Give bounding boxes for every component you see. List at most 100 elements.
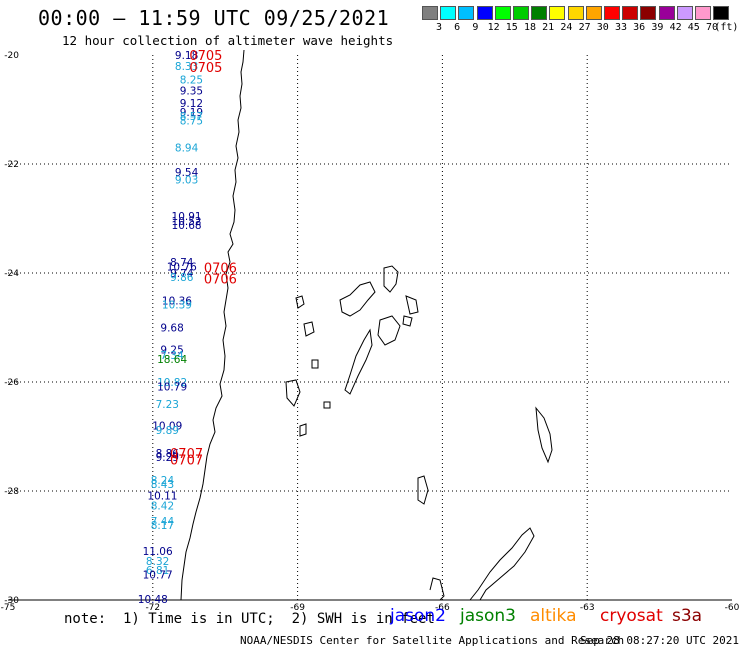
lon-tick-label: -75	[1, 603, 16, 613]
coastline-lake-3	[377, 315, 401, 346]
pass-time-label: 0707	[170, 453, 203, 468]
coastline-lake-9	[402, 315, 413, 327]
pass-time-label: 0705	[189, 61, 222, 76]
wave-height-label: 9.68	[160, 323, 183, 335]
wave-height-label: 10.09	[152, 421, 182, 433]
legend-swatch	[585, 6, 602, 20]
wave-height-label: 9.54	[175, 167, 199, 179]
coastline-lake-8	[405, 295, 419, 315]
coastline-lake-1	[339, 281, 376, 317]
legend-swatch	[640, 6, 657, 20]
satellite-name: s3a	[672, 606, 703, 626]
lat-tick-label: -30	[4, 596, 19, 606]
legend-label: 18	[523, 22, 537, 33]
pass-time-label: 0706	[204, 272, 237, 287]
wave-height-label: 8.24	[151, 475, 175, 487]
legend-swatch	[622, 6, 639, 20]
wave-height-label: 9.86	[170, 272, 194, 284]
legend-label: 36	[633, 22, 646, 33]
legend-swatch	[531, 6, 548, 20]
wave-height-label: 10.11	[147, 490, 177, 502]
lon-tick-label: -66	[435, 603, 450, 613]
wave-height-label: 9.89	[156, 425, 179, 437]
legend-swatch	[695, 6, 711, 20]
wave-height-label: 9.12	[180, 98, 203, 110]
legend-label: 33	[614, 22, 628, 33]
legend-label: 3	[435, 22, 443, 33]
legend-swatch	[494, 6, 511, 20]
pass-time-label: 0706	[204, 262, 237, 277]
coastline-lake-13	[311, 359, 319, 369]
wave-height-label: 8.33	[175, 61, 198, 73]
legend-label: 12	[487, 22, 500, 33]
lat-tick-label: -28	[4, 487, 19, 497]
legend-swatch	[658, 6, 675, 20]
legend-label: 15	[505, 22, 518, 33]
wave-height-labels: 9.188.33 8.259.359.129.198.578.75 8.94 9.54…	[138, 50, 203, 606]
lat-tick-label: -24	[4, 269, 19, 279]
wave-height-label: 9.03	[175, 174, 198, 186]
wave-height-label: 8.42	[151, 501, 174, 513]
lat-tick-label: -22	[4, 160, 19, 170]
page-title: 00:00 – 11:59 UTC 09/25/2021	[38, 6, 390, 30]
coastline-lake-2	[383, 265, 399, 293]
legend-label: 24	[560, 22, 573, 33]
legend-swatch	[422, 6, 438, 20]
wave-height-label: 9.29	[156, 452, 179, 464]
legend-label: 39	[651, 22, 664, 33]
coastline-interior-lake	[469, 527, 535, 601]
wave-height-label: 9.19	[180, 107, 203, 119]
legend-label: 9	[472, 22, 479, 33]
lat-tick-label: -20	[4, 51, 19, 61]
legend-swatch	[458, 6, 475, 20]
lon-tick-label: -63	[580, 603, 595, 613]
satellite-name: jason3	[460, 606, 516, 626]
credit-line: NOAA/NESDIS Center for Satellite Applica…	[240, 634, 625, 647]
lon-tick-label: -69	[290, 603, 305, 613]
wave-height-label: 10.91	[172, 211, 202, 223]
wave-height-label: 10.79	[157, 381, 187, 393]
wave-height-label: 8.74	[170, 257, 194, 269]
legend-label: 30	[596, 22, 609, 33]
legend-swatch	[476, 6, 493, 20]
wave-height-label: 9.25	[160, 344, 183, 356]
pass-time-label: 0705	[189, 49, 222, 64]
coastline-lake-6	[303, 321, 315, 337]
coastline-lake-14	[323, 401, 331, 409]
wave-height-label: 8.94	[175, 143, 199, 155]
wave-height-label: 8.32	[146, 556, 169, 568]
lon-tick-label: -72	[145, 603, 160, 613]
legend-label: 27	[578, 22, 591, 33]
wave-height-label: 10.36	[162, 295, 192, 307]
wave-height-label: 10.82	[157, 377, 187, 389]
wave-height-label: 10.39	[162, 300, 192, 312]
generated-timestamp: Sep 28 08:27:20 UTC 2021	[580, 634, 739, 647]
legend-swatch	[676, 6, 693, 20]
wave-height-label: 10.68	[172, 220, 202, 232]
footer-note: note: 1) Time is in UTC; 2) SWH is in fe…	[64, 611, 435, 627]
wave-height-label: 8.43	[151, 479, 174, 491]
wave-height-label: 9.74	[170, 268, 194, 280]
wave-height-label: 10.48	[138, 594, 168, 606]
wave-height-label: 8.75	[180, 115, 203, 127]
wave-height-label: 10.52	[172, 216, 202, 228]
legend-swatch	[549, 6, 566, 20]
page-subtitle: 12 hour collection of altimeter wave hei…	[62, 33, 394, 48]
legend-label: 6	[454, 22, 461, 33]
lat-tick-label: -26	[4, 378, 19, 388]
satellite-name: jason2	[390, 606, 446, 626]
coastline-lake-12	[299, 423, 307, 437]
wave-height-label: 7.23	[156, 399, 179, 411]
wave-height-label: 8.57	[180, 111, 203, 123]
legend-label: 45	[687, 22, 700, 33]
coastline-chile	[180, 49, 245, 601]
legend-label: 21	[542, 22, 555, 33]
wave-height-label: 6.81	[146, 565, 169, 577]
coastline-lake-7	[285, 379, 301, 407]
wave-height-label: 10.77	[143, 569, 173, 581]
coastline-lake-5	[295, 295, 305, 309]
lon-tick-label: -60	[725, 603, 740, 613]
wave-height-label: 9.35	[180, 85, 203, 97]
wave-height-label: 8.25	[180, 75, 203, 87]
